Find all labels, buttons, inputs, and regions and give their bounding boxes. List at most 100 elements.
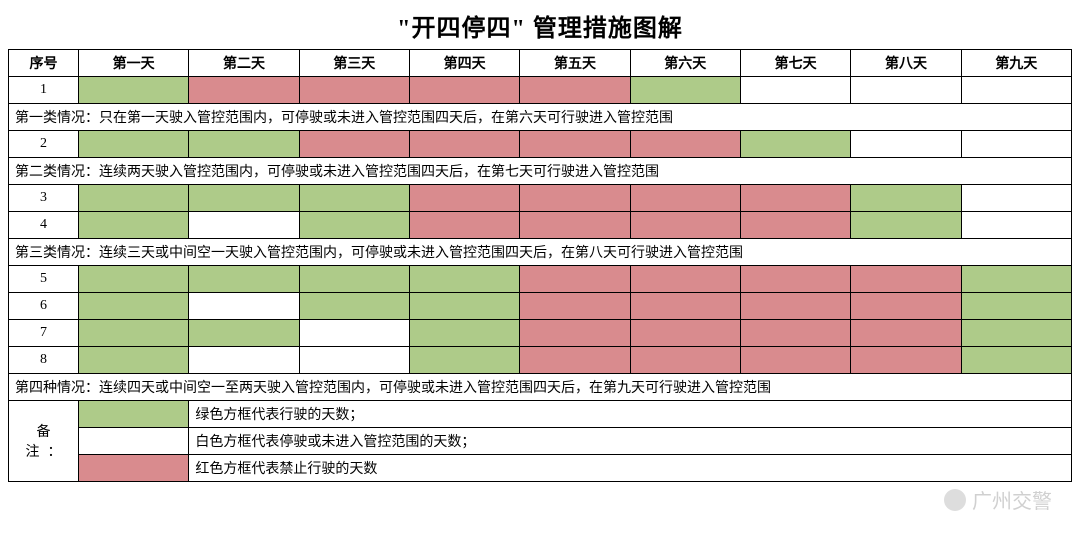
col-header-day: 第四天 xyxy=(409,50,519,77)
day-cell xyxy=(520,185,630,212)
row-index: 8 xyxy=(9,347,79,374)
day-cell xyxy=(740,212,850,239)
day-cell xyxy=(520,77,630,104)
day-cell xyxy=(79,266,189,293)
day-cell xyxy=(299,131,409,158)
day-cell xyxy=(851,266,961,293)
table-row: 4 xyxy=(9,212,1072,239)
day-cell xyxy=(851,185,961,212)
note-row: 白色方框代表停驶或未进入管控范围的天数； xyxy=(9,428,1072,455)
day-cell xyxy=(630,77,740,104)
day-cell xyxy=(299,293,409,320)
day-cell xyxy=(740,185,850,212)
day-cell xyxy=(740,347,850,374)
row-index: 4 xyxy=(9,212,79,239)
day-cell xyxy=(740,293,850,320)
day-cell xyxy=(79,77,189,104)
day-cell xyxy=(189,293,299,320)
day-cell xyxy=(299,77,409,104)
day-cell xyxy=(79,212,189,239)
description-text: 第一类情况：只在第一天驶入管控范围内，可停驶或未进入管控范围四天后，在第六天可行… xyxy=(9,104,1072,131)
row-index: 3 xyxy=(9,185,79,212)
table-row: 1 xyxy=(9,77,1072,104)
note-text: 红色方框代表禁止行驶的天数 xyxy=(189,455,1072,482)
description-row: 第三类情况：连续三天或中间空一天驶入管控范围内，可停驶或未进入管控范围四天后，在… xyxy=(9,239,1072,266)
day-cell xyxy=(630,212,740,239)
description-row: 第二类情况：连续两天驶入管控范围内，可停驶或未进入管控范围四天后，在第七天可行驶… xyxy=(9,158,1072,185)
day-cell xyxy=(189,185,299,212)
day-cell xyxy=(520,320,630,347)
day-cell xyxy=(630,266,740,293)
watermark-text: 广州交警 xyxy=(972,485,1052,514)
day-cell xyxy=(189,131,299,158)
day-cell xyxy=(630,293,740,320)
day-cell xyxy=(409,185,519,212)
day-cell xyxy=(299,185,409,212)
description-row: 第一类情况：只在第一天驶入管控范围内，可停驶或未进入管控范围四天后，在第六天可行… xyxy=(9,104,1072,131)
col-header-day: 第八天 xyxy=(851,50,961,77)
schedule-table: 序号第一天第二天第三天第四天第五天第六天第七天第八天第九天 1第一类情况：只在第… xyxy=(8,49,1072,482)
day-cell xyxy=(851,293,961,320)
table-row: 6 xyxy=(9,293,1072,320)
day-cell xyxy=(851,347,961,374)
day-cell xyxy=(189,347,299,374)
note-text: 白色方框代表停驶或未进入管控范围的天数； xyxy=(189,428,1072,455)
note-swatch xyxy=(79,455,189,482)
table-row: 5 xyxy=(9,266,1072,293)
row-index: 7 xyxy=(9,320,79,347)
description-text: 第二类情况：连续两天驶入管控范围内，可停驶或未进入管控范围四天后，在第七天可行驶… xyxy=(9,158,1072,185)
day-cell xyxy=(79,320,189,347)
day-cell xyxy=(189,212,299,239)
day-cell xyxy=(961,77,1071,104)
page-title: "开四停四" 管理措施图解 xyxy=(0,0,1080,49)
col-header-day: 第五天 xyxy=(520,50,630,77)
table-row: 2 xyxy=(9,131,1072,158)
note-swatch xyxy=(79,401,189,428)
col-header-index: 序号 xyxy=(9,50,79,77)
watermark: 广州交警 xyxy=(944,485,1052,514)
day-cell xyxy=(740,320,850,347)
day-cell xyxy=(79,347,189,374)
day-cell xyxy=(520,293,630,320)
col-header-day: 第七天 xyxy=(740,50,850,77)
description-row: 第四种情况：连续四天或中间空一至两天驶入管控范围内，可停驶或未进入管控范围四天后… xyxy=(9,374,1072,401)
day-cell xyxy=(299,266,409,293)
day-cell xyxy=(851,212,961,239)
day-cell xyxy=(189,320,299,347)
day-cell xyxy=(740,131,850,158)
description-text: 第三类情况：连续三天或中间空一天驶入管控范围内，可停驶或未进入管控范围四天后，在… xyxy=(9,239,1072,266)
day-cell xyxy=(961,293,1071,320)
day-cell xyxy=(740,266,850,293)
day-cell xyxy=(409,320,519,347)
day-cell xyxy=(520,212,630,239)
col-header-day: 第一天 xyxy=(79,50,189,77)
day-cell xyxy=(740,77,850,104)
day-cell xyxy=(961,131,1071,158)
note-swatch xyxy=(79,428,189,455)
day-cell xyxy=(189,77,299,104)
day-cell xyxy=(409,347,519,374)
day-cell xyxy=(630,347,740,374)
notes-label: 备 注： xyxy=(9,401,79,482)
day-cell xyxy=(630,185,740,212)
day-cell xyxy=(961,320,1071,347)
col-header-day: 第九天 xyxy=(961,50,1071,77)
table-row: 7 xyxy=(9,320,1072,347)
day-cell xyxy=(520,266,630,293)
day-cell xyxy=(79,131,189,158)
wechat-icon xyxy=(944,489,966,511)
row-index: 2 xyxy=(9,131,79,158)
table-body: 1第一类情况：只在第一天驶入管控范围内，可停驶或未进入管控范围四天后，在第六天可… xyxy=(9,77,1072,482)
day-cell xyxy=(299,212,409,239)
day-cell xyxy=(961,185,1071,212)
day-cell xyxy=(520,347,630,374)
day-cell xyxy=(520,131,630,158)
col-header-day: 第二天 xyxy=(189,50,299,77)
col-header-day: 第六天 xyxy=(630,50,740,77)
col-header-day: 第三天 xyxy=(299,50,409,77)
table-row: 3 xyxy=(9,185,1072,212)
day-cell xyxy=(189,266,299,293)
table-row: 8 xyxy=(9,347,1072,374)
note-text: 绿色方框代表行驶的天数； xyxy=(189,401,1072,428)
day-cell xyxy=(630,131,740,158)
